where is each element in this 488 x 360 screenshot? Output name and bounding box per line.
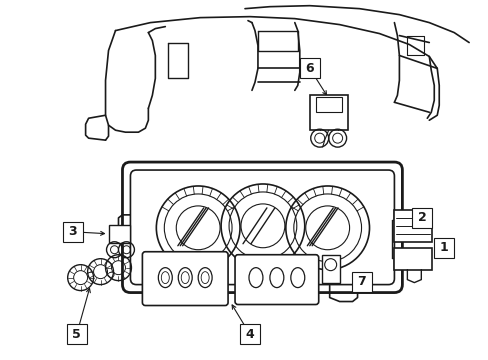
Text: 7: 7 [356, 275, 365, 288]
FancyBboxPatch shape [130, 170, 394, 285]
Bar [321, 255, 339, 283]
Bar [315, 97, 341, 112]
FancyBboxPatch shape [351, 272, 371, 292]
FancyBboxPatch shape [299, 58, 319, 78]
Text: 4: 4 [245, 328, 254, 341]
FancyBboxPatch shape [411, 208, 431, 228]
Text: 3: 3 [68, 225, 77, 238]
FancyBboxPatch shape [62, 222, 82, 242]
Text: 2: 2 [417, 211, 426, 224]
Text: 5: 5 [72, 328, 81, 341]
FancyBboxPatch shape [235, 255, 318, 305]
Text: 1: 1 [439, 241, 447, 254]
Bar [394, 248, 431, 270]
Text: 6: 6 [305, 62, 313, 75]
Bar [108, 225, 130, 243]
FancyBboxPatch shape [240, 324, 260, 345]
Bar [309, 95, 347, 130]
FancyBboxPatch shape [433, 238, 453, 258]
FancyBboxPatch shape [142, 252, 227, 306]
FancyBboxPatch shape [122, 162, 402, 293]
FancyBboxPatch shape [66, 324, 86, 345]
Bar [394, 210, 431, 242]
